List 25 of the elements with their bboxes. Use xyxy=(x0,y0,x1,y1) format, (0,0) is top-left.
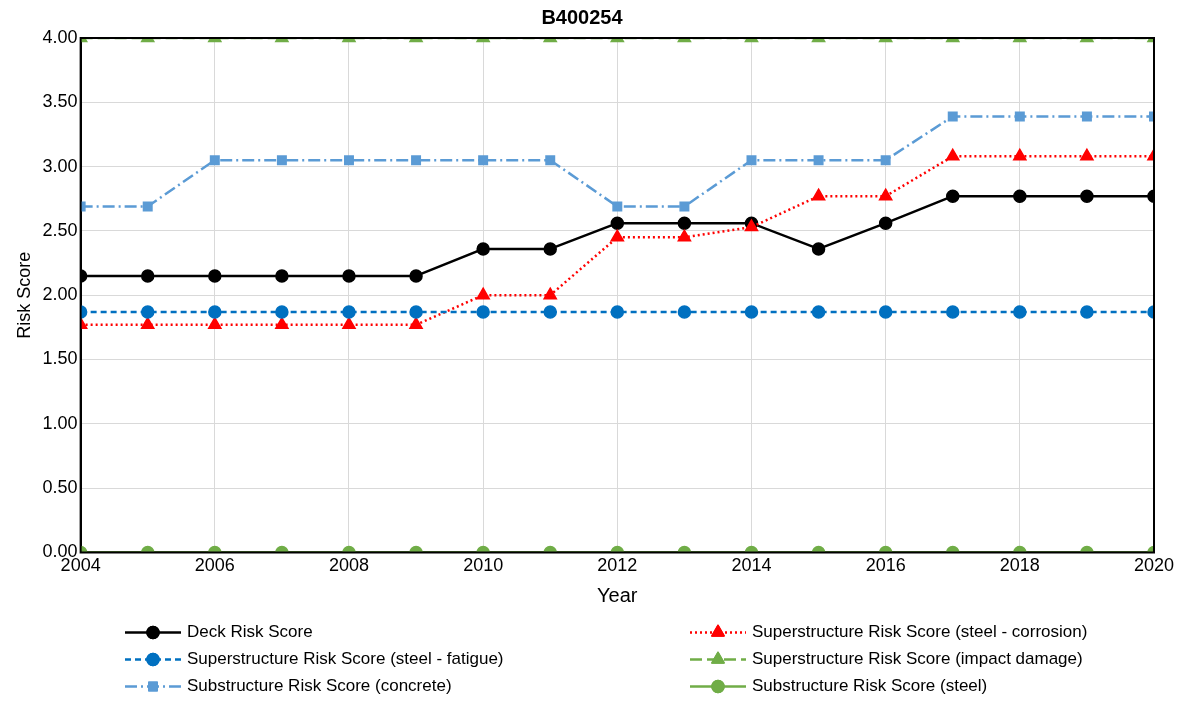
y-tick-label: 0.50 xyxy=(42,477,78,498)
y-tick-label: 3.00 xyxy=(42,155,78,176)
legend-label: Superstructure Risk Score (impact damage) xyxy=(752,649,1083,669)
x-tick-label: 2018 xyxy=(999,555,1040,576)
y-tick-label: 3.50 xyxy=(42,91,78,112)
x-tick-label: 2012 xyxy=(597,555,638,576)
legend-label: Substructure Risk Score (steel) xyxy=(752,676,988,696)
y-axis-title: Risk Score xyxy=(13,251,34,339)
legend-label: Deck Risk Score xyxy=(187,622,313,642)
x-tick-label: 2020 xyxy=(1133,555,1175,576)
x-tick-label: 2008 xyxy=(328,555,369,576)
y-tick-label: 2.50 xyxy=(42,219,78,240)
x-axis-title: Year xyxy=(597,583,638,606)
x-tick-label: 2006 xyxy=(194,555,235,576)
y-tick-label: 2.00 xyxy=(42,284,78,305)
legend-label: Superstructure Risk Score (steel - fatigue) xyxy=(187,649,504,669)
chart-title: B400254 xyxy=(541,5,624,28)
y-tick-label: 1.00 xyxy=(42,412,78,433)
y-tick-label: 4.00 xyxy=(42,26,78,47)
y-tick-label: 1.50 xyxy=(42,348,78,369)
legend-label: Substructure Risk Score (concrete) xyxy=(187,676,452,696)
legend-label: Superstructure Risk Score (steel - corrosion) xyxy=(752,622,1088,642)
x-tick-label: 2016 xyxy=(865,555,906,576)
x-tick-label: 2014 xyxy=(731,555,772,576)
x-tick-label: 2010 xyxy=(463,555,504,576)
